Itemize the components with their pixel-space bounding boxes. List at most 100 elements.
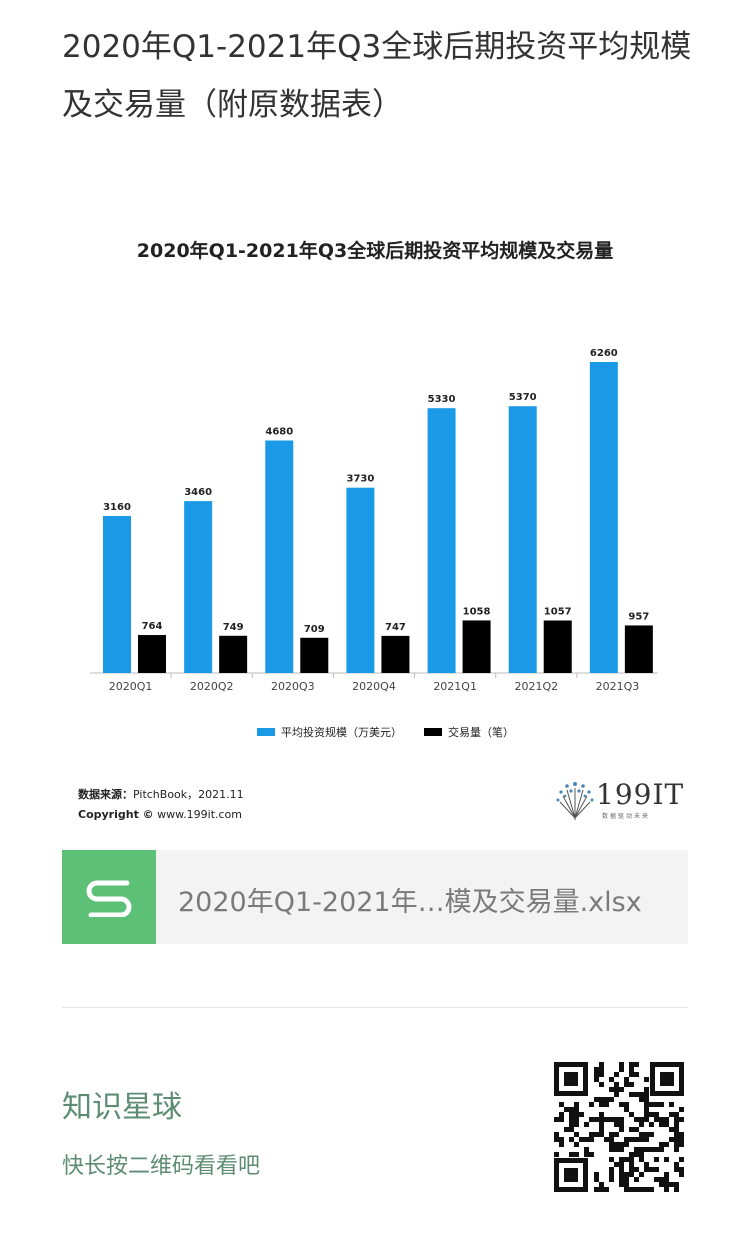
qr-module <box>624 1077 629 1082</box>
source-line: 数据来源：PitchBook，2021.11 <box>78 785 244 805</box>
qr-module <box>584 1147 589 1152</box>
qr-module <box>644 1112 649 1117</box>
data-label: 3160 <box>103 502 131 513</box>
qr-module <box>584 1122 589 1127</box>
attachment-filename[interactable]: 2020年Q1-2021年…模及交易量.xlsx <box>178 887 642 918</box>
qr-module <box>674 1167 679 1172</box>
qr-module <box>614 1147 619 1152</box>
x-tick-label: 2020Q2 <box>190 680 234 693</box>
qr-module <box>624 1187 629 1192</box>
qr-module <box>644 1077 649 1082</box>
qr-module <box>674 1112 679 1117</box>
qr-module <box>664 1187 669 1192</box>
qr-module <box>634 1062 639 1067</box>
qr-module <box>569 1152 574 1157</box>
qr-module <box>594 1097 599 1102</box>
qr-module <box>599 1112 604 1117</box>
qr-module <box>669 1102 674 1107</box>
qr-module <box>599 1127 604 1132</box>
qr-module <box>634 1177 639 1182</box>
qr-module <box>604 1137 609 1142</box>
qr-module <box>569 1112 574 1117</box>
qr-module <box>679 1117 684 1122</box>
qr-module <box>574 1102 579 1107</box>
qr-module <box>599 1182 604 1187</box>
qr-module <box>594 1132 599 1137</box>
bar-avg-investment <box>103 516 131 673</box>
qr-module <box>679 1172 684 1177</box>
bar-deal-volume <box>624 625 653 673</box>
qr-module <box>624 1107 629 1112</box>
qr-module <box>594 1072 599 1077</box>
qr-module <box>619 1142 624 1147</box>
qr-module <box>674 1132 679 1137</box>
qr-module <box>629 1082 634 1087</box>
qr-module <box>554 1117 559 1122</box>
qr-module <box>629 1072 634 1077</box>
qr-module <box>644 1117 649 1122</box>
qr-module <box>629 1112 634 1117</box>
qr-module <box>644 1162 649 1167</box>
qr-module <box>629 1067 634 1072</box>
qr-module <box>584 1152 589 1157</box>
qr-module <box>599 1117 604 1122</box>
data-label: 3460 <box>184 487 212 498</box>
qr-module <box>629 1157 634 1162</box>
qr-module <box>679 1107 684 1112</box>
qr-module <box>679 1142 684 1147</box>
attachment-card[interactable]: 2020年Q1-2021年…模及交易量.xlsx <box>62 850 688 944</box>
qr-module <box>639 1097 644 1102</box>
qr-module <box>629 1152 634 1157</box>
qr-module <box>659 1142 664 1147</box>
qr-module <box>664 1122 669 1127</box>
qr-module <box>649 1167 654 1172</box>
qr-module <box>559 1117 564 1122</box>
qr-module <box>584 1137 589 1142</box>
qr-module <box>594 1077 599 1082</box>
qr-module <box>609 1077 614 1082</box>
qr-module <box>609 1132 614 1137</box>
qr-module <box>614 1162 619 1167</box>
copyright-text: www.199it.com <box>157 808 243 821</box>
page-title: 2020年Q1-2021年Q3全球后期投资平均规模及交易量（附原数据表） <box>62 29 692 123</box>
qr-module <box>629 1062 634 1067</box>
qr-module <box>609 1137 614 1142</box>
x-tick-label: 2020Q3 <box>271 680 315 693</box>
qr-module <box>554 1132 559 1137</box>
qr-module <box>619 1067 624 1072</box>
qr-module <box>624 1142 629 1147</box>
qr-module <box>644 1107 649 1112</box>
divider <box>62 1007 688 1008</box>
sheet-s-icon <box>62 850 156 944</box>
qr-module <box>659 1117 664 1122</box>
qr-module <box>619 1127 624 1132</box>
qr-module <box>634 1117 639 1122</box>
logo-tagline: 数据驱动未来 <box>602 813 651 820</box>
qr-module <box>654 1117 659 1122</box>
qr-module <box>644 1087 649 1092</box>
qr-module <box>619 1062 624 1067</box>
qr-module <box>664 1177 669 1182</box>
bar-deal-volume <box>219 635 248 673</box>
qr-module <box>669 1112 674 1117</box>
qr-module <box>659 1102 664 1107</box>
qr-module <box>609 1097 614 1102</box>
bar-deal-volume <box>138 635 166 673</box>
qr-module <box>609 1177 614 1182</box>
qr-module <box>559 1102 564 1107</box>
qr-module <box>639 1092 644 1097</box>
qr-module <box>649 1132 654 1137</box>
qr-module <box>674 1117 679 1122</box>
qr-module <box>564 1107 569 1112</box>
qr-module <box>604 1102 609 1107</box>
qr-module <box>599 1082 604 1087</box>
qr-code[interactable] <box>552 1060 686 1194</box>
legend-item-volume: 交易量（笔） <box>424 724 514 740</box>
qr-module <box>639 1157 644 1162</box>
qr-module <box>644 1187 649 1192</box>
legend-swatch-blue <box>257 728 275 736</box>
qr-module <box>634 1092 639 1097</box>
data-label: 5330 <box>428 394 456 405</box>
qr-module <box>644 1097 649 1102</box>
qr-module <box>664 1142 669 1147</box>
